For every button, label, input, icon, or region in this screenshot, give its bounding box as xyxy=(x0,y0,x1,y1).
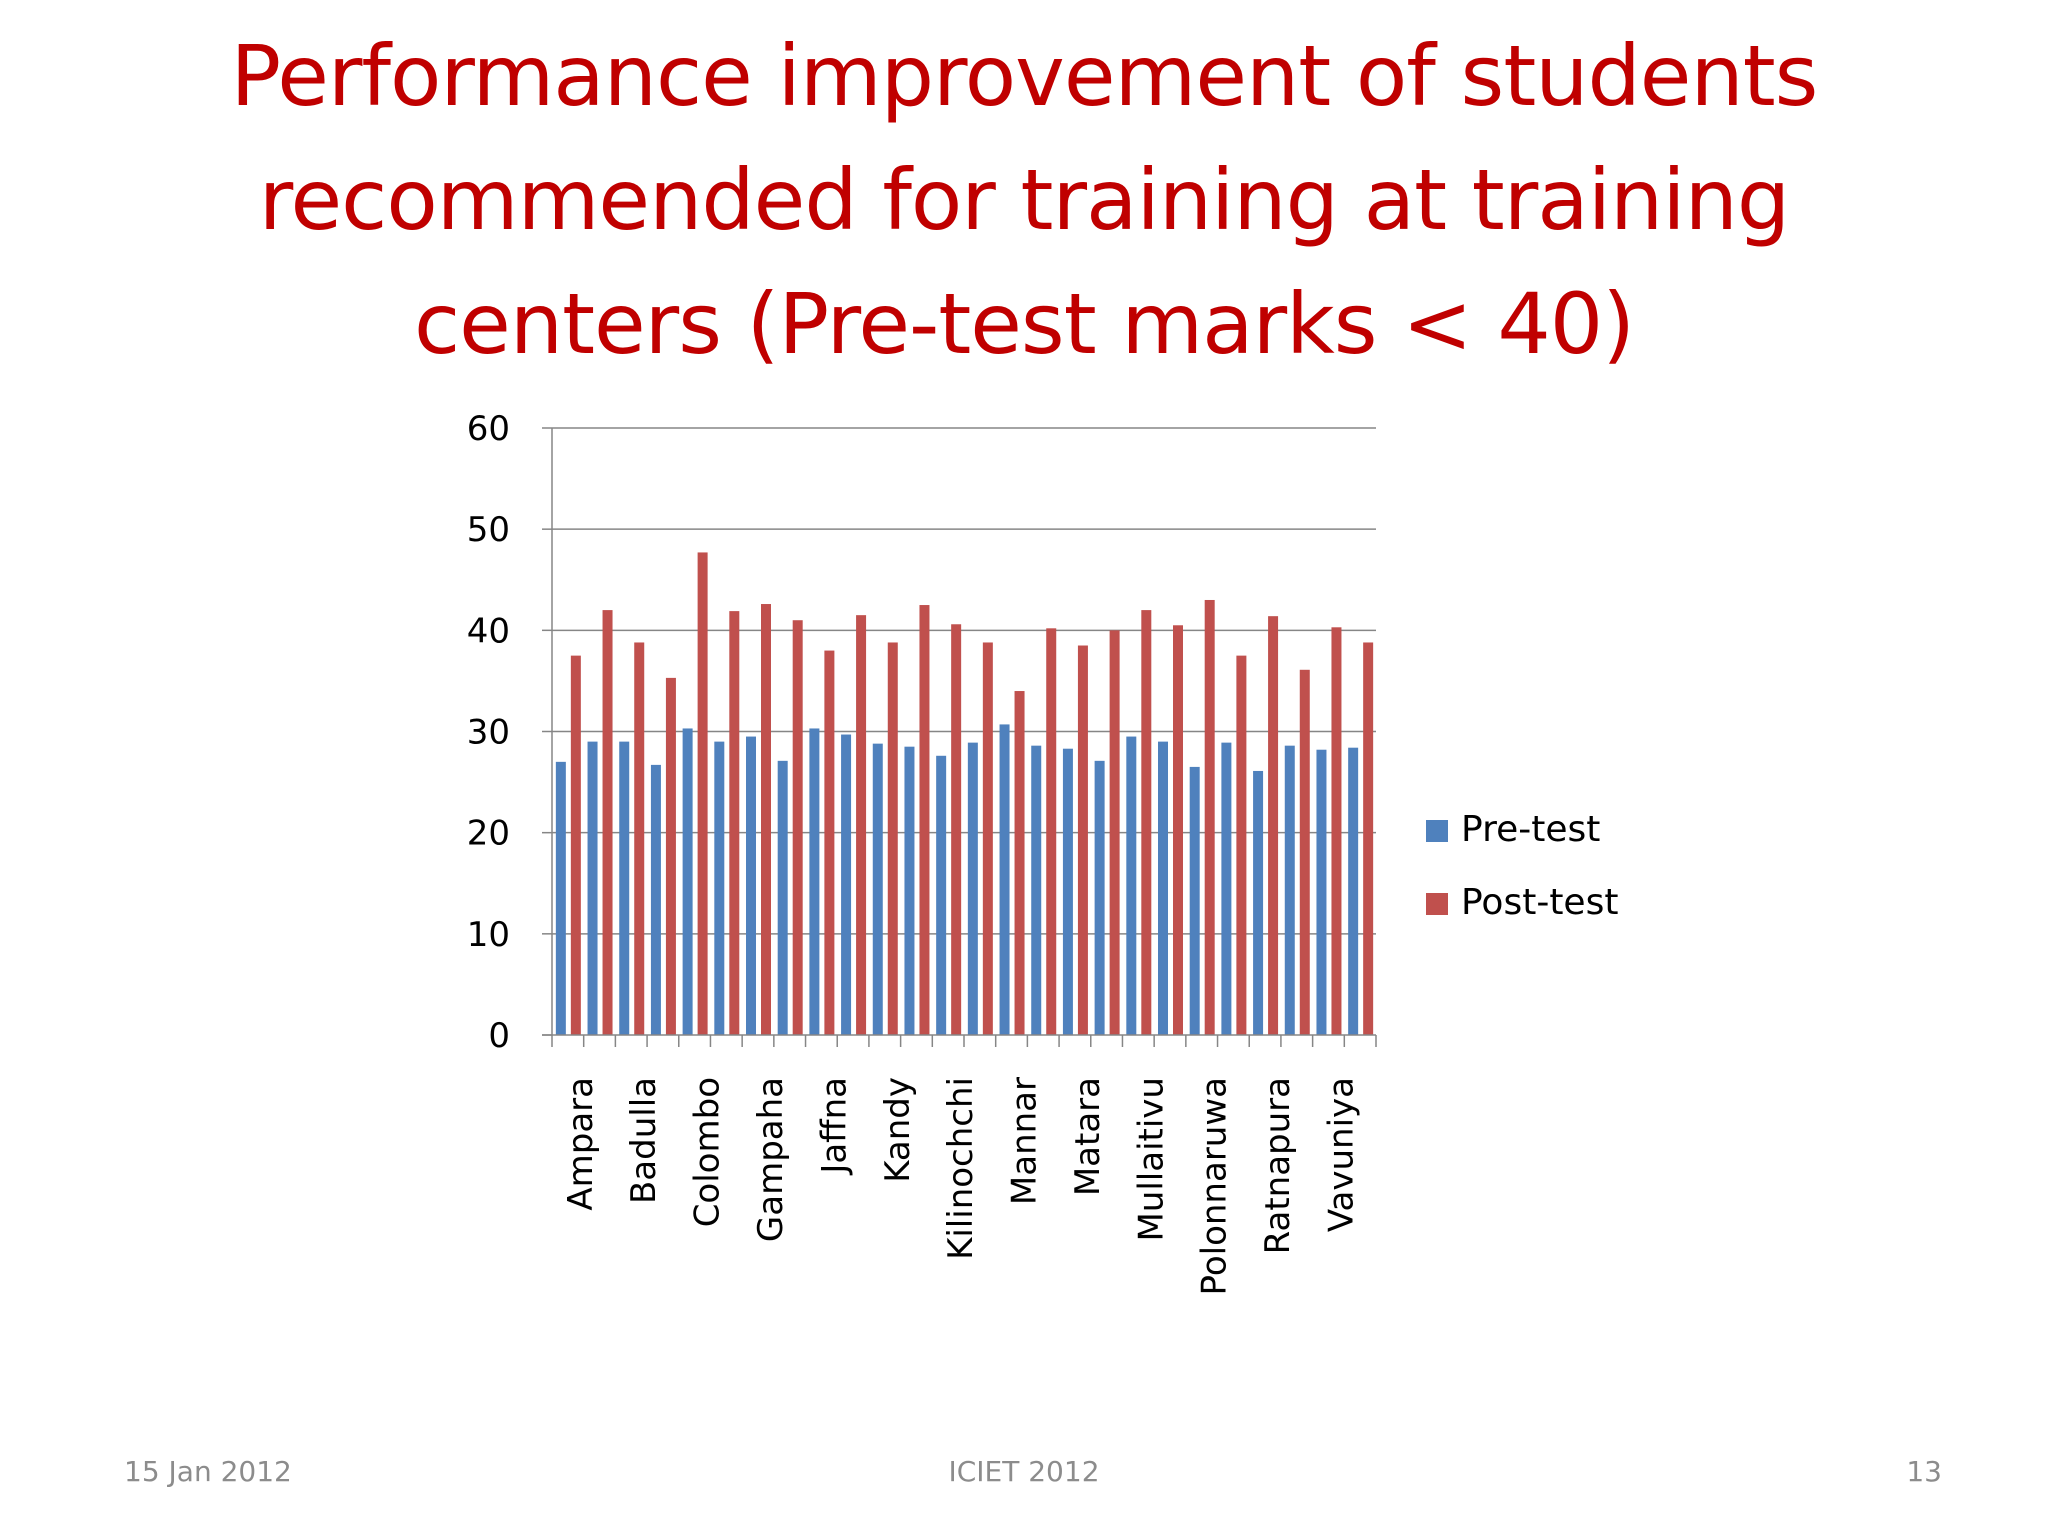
y-tick-label: 40 xyxy=(467,611,510,651)
x-tick-label: Ampara xyxy=(561,1077,601,1211)
y-tick-label: 10 xyxy=(467,915,510,955)
post-test-bar xyxy=(1014,691,1025,1035)
pre-test-bar xyxy=(1062,748,1073,1035)
pre-test-bar xyxy=(714,741,725,1035)
pre-test-bar xyxy=(1253,770,1264,1035)
post-test-bar xyxy=(1331,627,1342,1035)
post-test-bar xyxy=(1173,625,1183,1035)
pre-test-bar xyxy=(999,724,1010,1035)
pre-test-bar xyxy=(1031,745,1042,1035)
pre-test-bar xyxy=(936,755,947,1035)
pre-test-bar xyxy=(650,764,661,1035)
slide-title-line-1: Performance improvement of students xyxy=(230,27,1819,125)
y-tick-label: 20 xyxy=(467,814,510,854)
pre-test-bar xyxy=(809,728,820,1035)
post-test-bar xyxy=(919,605,930,1035)
x-tick-label: Ratnapura xyxy=(1258,1077,1298,1254)
x-tick-label: Kilinochchi xyxy=(941,1077,981,1260)
post-test-bar xyxy=(856,615,867,1035)
pre-test-bar xyxy=(777,760,788,1035)
pre-test-bar xyxy=(682,728,693,1035)
legend: Pre-test Post-test xyxy=(1426,809,1618,923)
pre-test-bar xyxy=(587,741,598,1035)
post-test-bar xyxy=(982,642,993,1035)
y-tick-label: 30 xyxy=(467,713,510,753)
pre-test-bar xyxy=(904,746,915,1035)
post-test-bar xyxy=(602,610,613,1035)
pre-test-bar xyxy=(1221,742,1232,1035)
post-test-bar xyxy=(729,611,740,1035)
post-test-bar xyxy=(887,642,898,1035)
post-test-bar xyxy=(1236,655,1247,1035)
slide-title: Performance improvement of students reco… xyxy=(0,14,2048,386)
pre-test-bar xyxy=(1189,766,1200,1035)
post-test-bar xyxy=(1141,610,1152,1035)
post-test-bar xyxy=(1109,630,1120,1035)
y-tick-label: 60 xyxy=(467,409,510,449)
post-test-bar xyxy=(1363,642,1374,1035)
pre-test-bar xyxy=(555,761,566,1035)
x-tick-label: Mannar xyxy=(1005,1077,1045,1205)
pre-test-bar xyxy=(1316,749,1327,1035)
post-test-bar xyxy=(1077,645,1088,1035)
y-tick-labels: 0 10 20 30 40 50 60 xyxy=(467,409,510,1056)
y-tick-label: 0 xyxy=(488,1016,510,1056)
post-test-bar xyxy=(792,620,803,1035)
pre-test-bar xyxy=(1284,745,1295,1035)
footer-conference: ICIET 2012 xyxy=(948,1455,1100,1488)
post-test-bar xyxy=(1268,616,1279,1035)
pre-test-bar xyxy=(841,734,852,1035)
post-test-bar xyxy=(951,624,962,1035)
post-test-bar xyxy=(697,552,708,1035)
x-tick-labels: Ampara Badulla Colombo Gampaha Jaffna Kandy Ki… xyxy=(561,1077,1362,1295)
x-tick-label: Polonnaruwa xyxy=(1195,1077,1235,1295)
post-test-bar xyxy=(761,604,771,1035)
legend-label: Post-test xyxy=(1461,882,1618,923)
x-tick-label: Matara xyxy=(1068,1077,1108,1196)
y-tick-label: 50 xyxy=(467,510,510,550)
slide-title-line-2: recommended for training at training xyxy=(258,151,1790,249)
post-test-bar xyxy=(665,677,676,1035)
x-tick-label: Colombo xyxy=(688,1077,728,1227)
x-tick-label: Vavuniya xyxy=(1321,1077,1361,1232)
pre-test-bar xyxy=(746,736,756,1035)
pre-test-bar xyxy=(1348,747,1359,1035)
post-test-bar xyxy=(570,655,581,1035)
post-test-bar xyxy=(1204,599,1215,1035)
legend-swatch xyxy=(1426,893,1448,915)
pre-test-bar xyxy=(1126,736,1137,1035)
post-test-bar xyxy=(1299,669,1310,1035)
slide-number: 13 xyxy=(1906,1455,1942,1488)
legend-swatch xyxy=(1426,820,1448,842)
pre-test-bar xyxy=(967,742,978,1035)
axes xyxy=(542,427,1377,1047)
x-tick-label: Mullaitivu xyxy=(1131,1077,1171,1242)
post-test-bar xyxy=(1046,628,1057,1035)
x-tick-label: Badulla xyxy=(624,1077,664,1204)
footer-date: 15 Jan 2012 xyxy=(124,1455,292,1488)
post-test-bar xyxy=(634,642,645,1035)
x-tick-label: Gampaha xyxy=(751,1077,791,1242)
pre-test-bar xyxy=(872,743,883,1035)
legend-label: Pre-test xyxy=(1461,809,1600,850)
slide-title-line-3: centers (Pre-test marks < 40) xyxy=(413,275,1635,373)
post-test-bar xyxy=(824,650,835,1035)
x-tick-label: Jaffna xyxy=(814,1077,854,1176)
pre-test-bar xyxy=(1094,760,1105,1035)
bars xyxy=(555,552,1374,1035)
x-tick-label: Kandy xyxy=(878,1077,918,1183)
pre-test-bar xyxy=(1158,741,1168,1035)
pre-test-bar xyxy=(619,741,630,1035)
